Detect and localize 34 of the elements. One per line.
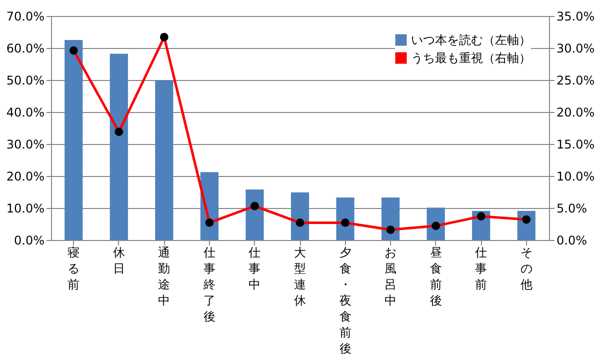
x-tick-label: 夕食・夜食前後 — [339, 246, 352, 356]
y-tick-label: 70.0% — [6, 10, 44, 24]
x-tick-label: 休日 — [112, 246, 125, 276]
x-tick-label: 仕事中 — [248, 246, 261, 292]
y2-tick-label: 20.0% — [556, 106, 595, 120]
legend-label: うち最も重視（右軸） — [411, 51, 531, 65]
x-tick-label: 大型連休 — [294, 246, 306, 308]
y-tick-label: 30.0% — [6, 138, 44, 152]
bar — [155, 80, 174, 240]
y2-tick-label: 25.0% — [556, 74, 595, 88]
x-tick-label: 仕事終了後 — [202, 246, 216, 324]
y-tick-label: 50.0% — [6, 74, 44, 88]
y-tick-label: 0.0% — [14, 234, 44, 248]
y2-tick-label: 15.0% — [556, 138, 595, 152]
x-tick-label: お風呂中 — [384, 246, 397, 308]
x-tick-label: 仕事前 — [474, 246, 488, 292]
bar — [336, 197, 354, 240]
y2-tick-label: 5.0% — [556, 202, 587, 216]
legend-label: いつ本を読む（左軸） — [411, 33, 531, 47]
y2-tick-label: 10.0% — [556, 170, 595, 184]
y-tick-label: 40.0% — [6, 106, 44, 120]
y2-tick-label: 30.0% — [556, 42, 595, 56]
y-tick-label: 60.0% — [6, 42, 44, 56]
y-tick-label: 10.0% — [6, 202, 44, 216]
x-tick-label: その他 — [520, 246, 532, 292]
x-tick-label: 通勤途中 — [158, 246, 170, 308]
bar — [110, 54, 128, 240]
bar — [246, 189, 264, 240]
bar — [64, 40, 83, 240]
y2-tick-label: 0.0% — [556, 234, 587, 248]
y2-tick-label: 35.0% — [556, 10, 595, 24]
x-tick-label: 寝る前 — [68, 246, 80, 292]
x-tick-label: 昼食前後 — [430, 246, 442, 308]
y-tick-label: 20.0% — [6, 170, 44, 184]
